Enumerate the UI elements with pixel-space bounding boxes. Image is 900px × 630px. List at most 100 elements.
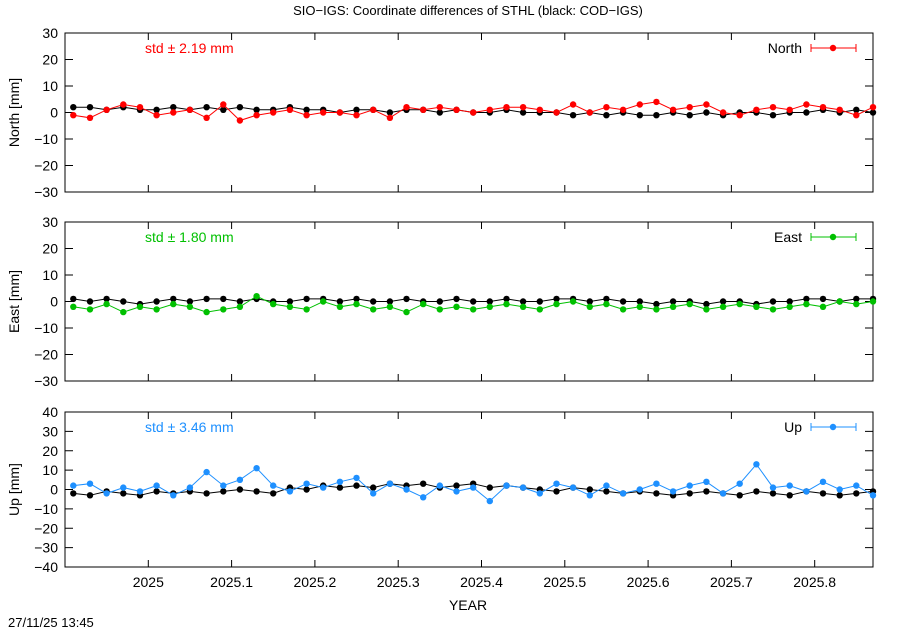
up-primary-point bbox=[703, 478, 710, 485]
east-reference-point bbox=[719, 298, 727, 305]
north-primary-point bbox=[386, 114, 394, 122]
east-y-tick-label: 20 bbox=[42, 241, 58, 257]
up-panel: 40 30 20 10 0 −10 −20 −30 −40 2025 2025.1 2025.2 202… bbox=[6, 404, 877, 590]
east-primary-point bbox=[70, 303, 77, 310]
up-primary-point bbox=[386, 480, 394, 487]
north-reference-point bbox=[853, 106, 860, 114]
up-primary-point bbox=[669, 488, 677, 495]
north-reference-point bbox=[70, 104, 77, 111]
north-primary-point bbox=[719, 109, 727, 116]
east-reference-point bbox=[186, 298, 194, 305]
east-primary-point bbox=[569, 298, 577, 305]
east-legend-marker bbox=[829, 233, 837, 241]
north-primary-point bbox=[370, 106, 377, 114]
north-primary-point bbox=[569, 101, 577, 108]
east-y-tick-label: −20 bbox=[34, 347, 58, 363]
up-primary-point bbox=[203, 468, 210, 476]
up-reference-point bbox=[603, 488, 610, 495]
up-reference-point bbox=[703, 488, 710, 495]
east-y-tick-label: 0 bbox=[50, 294, 58, 310]
east-panel: 30 20 10 0 −10 −20 −30 East [mm] std ± 1.80 mm Ea… bbox=[6, 214, 877, 389]
up-primary-point bbox=[569, 484, 577, 491]
up-x-tick-label: 2025.2 bbox=[293, 574, 336, 590]
up-reference-point bbox=[270, 490, 277, 497]
up-primary-point bbox=[536, 490, 543, 497]
north-primary-point bbox=[253, 112, 260, 119]
north-reference-point bbox=[353, 106, 360, 114]
east-primary-point bbox=[170, 300, 177, 308]
up-primary-point bbox=[303, 480, 310, 487]
up-x-tick-label: 2025.3 bbox=[377, 574, 420, 590]
north-primary-point bbox=[270, 109, 277, 116]
east-primary-point bbox=[669, 303, 677, 310]
east-primary-point bbox=[470, 306, 477, 313]
east-reference-point bbox=[636, 298, 643, 305]
north-primary-point bbox=[669, 106, 677, 114]
east-reference-point bbox=[619, 298, 627, 305]
up-legend-label: Up bbox=[784, 419, 802, 435]
north-primary-point bbox=[403, 104, 410, 111]
up-primary-point bbox=[486, 497, 493, 505]
east-primary-point bbox=[386, 303, 394, 310]
east-y-tick-label: −10 bbox=[34, 320, 58, 336]
north-primary-point bbox=[603, 104, 610, 111]
east-reference-point bbox=[553, 295, 560, 303]
east-primary-point bbox=[603, 300, 610, 308]
up-x-tick-label: 2025.4 bbox=[460, 574, 503, 590]
east-primary-point bbox=[136, 303, 144, 310]
east-reference-point bbox=[336, 298, 344, 305]
north-primary-point bbox=[703, 101, 710, 108]
east-primary-point bbox=[753, 303, 760, 310]
up-primary-point bbox=[253, 465, 260, 472]
east-reference-point bbox=[703, 300, 710, 308]
east-reference-point bbox=[370, 298, 377, 305]
east-reference-point bbox=[70, 295, 77, 303]
north-primary-point bbox=[736, 112, 743, 119]
north-primary-point bbox=[220, 101, 227, 108]
up-primary-point bbox=[353, 474, 360, 482]
east-primary-point bbox=[519, 303, 527, 310]
north-std-annotation: std ± 2.19 mm bbox=[145, 40, 234, 56]
north-primary-point bbox=[86, 114, 94, 122]
up-primary-point bbox=[453, 488, 460, 495]
up-primary-point bbox=[470, 484, 477, 491]
up-reference-point bbox=[353, 482, 360, 489]
north-reference-point bbox=[703, 109, 710, 116]
north-reference-point bbox=[170, 104, 177, 111]
east-primary-point bbox=[736, 300, 743, 308]
north-panel: 30 20 10 0 −10 −20 −30 North [mm] std ± 2.19 mm N… bbox=[6, 25, 877, 200]
east-primary-point bbox=[403, 308, 410, 316]
north-reference-point bbox=[653, 112, 660, 119]
east-primary-point bbox=[220, 306, 227, 313]
north-primary-point bbox=[336, 109, 344, 116]
east-primary-point bbox=[153, 306, 160, 313]
up-primary-point bbox=[869, 492, 877, 499]
up-primary-point bbox=[420, 494, 427, 501]
up-std-annotation: std ± 3.46 mm bbox=[145, 419, 234, 435]
east-reference-point bbox=[236, 298, 244, 305]
east-reference-point bbox=[853, 295, 860, 303]
north-primary-point bbox=[136, 104, 144, 111]
east-primary-point bbox=[336, 303, 344, 310]
up-legend-marker bbox=[829, 423, 837, 431]
east-primary-point bbox=[436, 306, 443, 313]
east-primary-point bbox=[86, 306, 94, 313]
up-reference-point bbox=[653, 490, 660, 497]
east-reference-point bbox=[303, 295, 310, 303]
north-y-tick-label: −30 bbox=[34, 184, 58, 200]
north-reference-point bbox=[153, 106, 160, 114]
north-reference-point bbox=[203, 104, 210, 111]
north-reference-point bbox=[303, 106, 310, 114]
up-reference-point bbox=[553, 488, 560, 495]
up-reference-point bbox=[120, 490, 127, 497]
up-reference-point bbox=[236, 486, 244, 493]
east-legend-label: East bbox=[774, 229, 802, 245]
east-primary-point bbox=[869, 298, 877, 305]
east-primary-point bbox=[769, 306, 777, 313]
north-primary-point bbox=[470, 109, 477, 116]
east-primary-point bbox=[353, 300, 360, 308]
north-y-tick-label: 30 bbox=[42, 25, 58, 41]
north-reference-point bbox=[636, 112, 643, 119]
north-reference-point bbox=[220, 106, 227, 114]
north-primary-point bbox=[636, 101, 643, 108]
